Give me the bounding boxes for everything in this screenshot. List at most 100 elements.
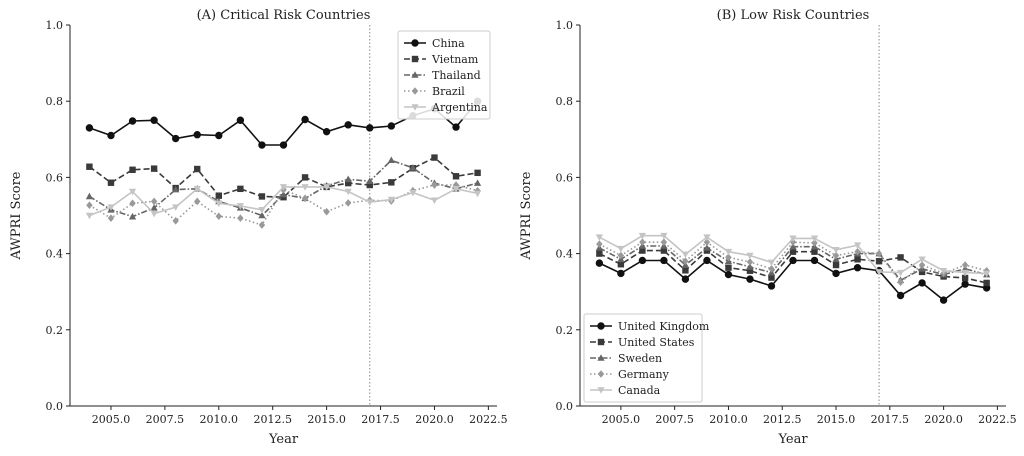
panel-b-series-united-kingdom-point — [681, 275, 690, 283]
panel-a-series-thailand-point — [150, 204, 158, 211]
panel-a-series-china-point — [150, 116, 158, 124]
panel-a-series-argentina — [85, 184, 482, 220]
panel-b-series-germany-point — [961, 261, 969, 269]
panel-b-y-tick-label: 0.4 — [556, 248, 574, 261]
panel-b-series-canada-point — [638, 232, 646, 240]
panel-b-series-canada-point — [595, 234, 603, 242]
panel-a-series-thailand-point — [172, 185, 180, 193]
panel-a-series-argentina-point — [128, 188, 137, 196]
panel-a-y-tick-label: 0.6 — [46, 171, 64, 184]
panel-a-series-argentina-point — [344, 188, 352, 196]
panel-b-series-united-kingdom-point — [746, 275, 754, 283]
panel-a-series-vietnam-point — [107, 179, 115, 186]
panel-b-series-united-states-point — [768, 274, 775, 281]
panel-b-series-united-kingdom-point — [660, 256, 668, 265]
panel-b-title: (B) Low Risk Countries — [717, 8, 870, 23]
panel-b-series-sweden-point — [789, 242, 797, 250]
panel-a-series-argentina-point — [150, 210, 158, 218]
panel-a-series-china-point — [128, 117, 137, 125]
panel-a-legend-argentina-marker — [411, 104, 419, 111]
panel-b-series-germany-point — [832, 251, 840, 260]
panel-b-series-united-kingdom-point — [896, 291, 905, 300]
panel-a-series-thailand-point — [258, 211, 266, 219]
panel-b-series-canada-point — [767, 259, 776, 267]
panel-b-series-canada-point — [617, 245, 625, 253]
panel-b-series-germany-point — [875, 249, 883, 258]
panel-a-legend-argentina-label: Argentina — [431, 101, 488, 114]
panel-b-series-germany-point — [768, 265, 775, 273]
panel-b-series-canada-point — [832, 246, 840, 254]
panel-b-series-canada — [595, 232, 991, 278]
panel-a-series-vietnam-point — [344, 179, 352, 187]
panel-a-x-tick-label: 2020.0 — [415, 413, 454, 426]
panel-b-series-united-states-point — [897, 254, 904, 261]
panel-b-y-tick-label: 0.0 — [556, 400, 574, 413]
panel-b-series-sweden-point — [703, 244, 711, 251]
panel-b-x-tick-label: 2012.5 — [763, 413, 802, 426]
panel-a-series-brazil-point — [431, 181, 438, 189]
panel-b-series-germany-point — [918, 261, 926, 269]
panel-b-series-united-kingdom-point — [810, 256, 819, 265]
panel-a-series-argentina-point — [172, 204, 180, 211]
panel-a-series-argentina-point — [279, 184, 288, 191]
panel-b-series-united-kingdom-point — [961, 280, 969, 288]
panel-a-series-brazil-point — [150, 197, 158, 206]
panel-a-series-vietnam-point — [366, 181, 373, 189]
panel-b-series-united-kingdom-point — [939, 296, 948, 304]
panel-a-series-argentina-point — [215, 200, 223, 208]
panel-b-legend-sweden-marker — [597, 354, 605, 361]
panel-a-x-tick-label: 2010.0 — [200, 413, 239, 426]
panel-a-y-tick-label: 0.0 — [46, 400, 64, 413]
panel-a-series-brazil-point — [215, 212, 223, 221]
panel-b-legend-germany-label: Germany — [618, 368, 670, 381]
panel-b-x-tick-label: 2022.5 — [978, 413, 1017, 426]
panel-a-series-thailand-point — [366, 177, 374, 185]
panel-b-series-united-states-point — [789, 248, 797, 255]
panel-a-x-tick-label: 2005.0 — [92, 413, 131, 426]
panel-b-legend-canada-marker — [597, 387, 605, 394]
panel-b-series-united-kingdom-line — [599, 259, 987, 302]
panel-a-series-brazil-point — [194, 197, 201, 206]
panel-a-series-thailand-point — [409, 164, 417, 171]
panel-b-series-canada-point — [896, 269, 905, 277]
panel-b-y-label: AWPRI Score — [519, 171, 534, 260]
panel-a-y-tick-label: 0.4 — [46, 248, 64, 261]
panel-a-series-vietnam-point — [150, 165, 158, 172]
panel-a-series-vietnam-point — [86, 163, 93, 170]
panel-a-series-argentina-point — [107, 204, 115, 211]
panel-a-legend-china-marker — [411, 39, 419, 47]
panel-a-title: (A) Critical Risk Countries — [197, 8, 371, 23]
panel-b-series-united-states-point — [832, 261, 840, 269]
panel-b-series-canada-point — [940, 267, 948, 275]
panel-b-series-canada-point — [961, 269, 969, 277]
panel-b-legend-united-kingdom-marker — [597, 322, 605, 330]
panel-a-legend: China Vietnam Thailand Brazil Argentina — [397, 30, 491, 120]
panel-b-legend-united-states-marker — [597, 338, 605, 346]
panel-b-series-canada-point — [853, 242, 862, 250]
panel-a-series-argentina-point — [430, 197, 439, 205]
panel-b-series-germany-point — [854, 247, 861, 256]
panel-b-series-united-states-line — [599, 249, 987, 284]
panel-b-series-united-kingdom — [595, 256, 991, 304]
panel-a-y-label: AWPRI Score — [9, 171, 24, 260]
panel-a-series-china-point — [387, 122, 396, 130]
panel-a-legend-thailand-label: Thailand — [432, 69, 481, 82]
panel-b-series-united-states-point — [660, 247, 668, 254]
panel-a-series-china-point — [258, 141, 266, 149]
panel-a-series-thailand-point — [85, 192, 94, 200]
panel-b-x-tick-label: 2015.0 — [817, 413, 856, 426]
panel-a-series-china-point — [301, 115, 309, 124]
panel-a-series-thailand-point — [128, 212, 137, 220]
panel-a-x-tick-label: 2012.5 — [253, 413, 292, 426]
panel-b-series-germany — [596, 238, 990, 286]
panel-b-series-united-states-point — [854, 256, 861, 263]
panel-a-series-vietnam-point — [237, 185, 244, 193]
panel-b-series-united-kingdom-point — [638, 256, 647, 265]
panel-b-legend-germany-marker — [597, 370, 605, 378]
panel-b-series-germany-point — [703, 238, 711, 246]
panel-b-series-germany-point — [617, 251, 625, 260]
panel-b-series-united-states-point — [918, 268, 926, 276]
panel-a-series-vietnam-point — [452, 173, 460, 180]
panel-b-series-united-states-point — [875, 258, 883, 265]
panel-b-series-united-kingdom-point — [617, 269, 625, 278]
